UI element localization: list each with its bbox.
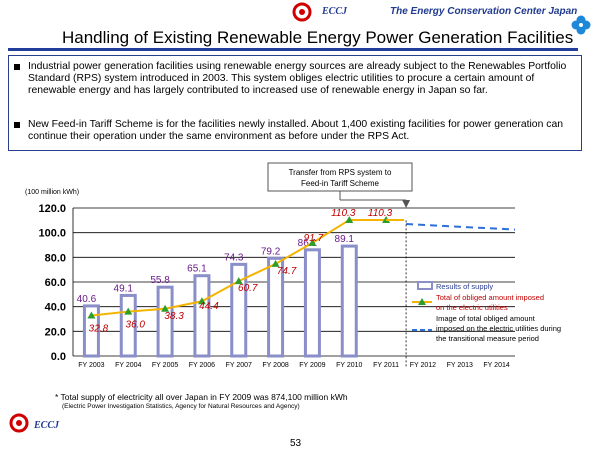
obliged-amount-marker	[308, 238, 317, 246]
y-tick-label: 60.0	[45, 277, 66, 289]
eccj-logo-bottom-icon	[9, 413, 29, 433]
line-value-label: 110.3	[331, 208, 356, 219]
x-tick-label: FY 2011	[373, 362, 399, 369]
obliged-amount-marker	[161, 304, 170, 312]
line-value-label: 74.7	[277, 266, 297, 277]
clover-icon	[571, 15, 591, 35]
annotation-text-line1: Transfer from RPS system to	[289, 168, 392, 177]
line-value-label: 38.3	[164, 311, 184, 322]
x-tick-label: FY 2008	[262, 362, 288, 369]
org-short-name-bottom: ECCJ	[34, 420, 60, 431]
line-value-label: 91.7	[304, 233, 324, 244]
obliged-amount-marker	[87, 311, 96, 319]
annotation-box	[267, 162, 413, 192]
line-value-label: 32.8	[89, 324, 109, 335]
legend-bar-text: Results of supply	[436, 282, 493, 291]
bar-value-label: 89.1	[335, 234, 355, 245]
line-value-label: 44.4	[199, 301, 219, 312]
bar-value-label: 65.1	[187, 264, 207, 275]
legend-line-text-1: Total of obliged amount imposed	[436, 293, 544, 302]
bar-value-label: 74.3	[224, 252, 244, 263]
x-tick-label: FY 2007	[226, 362, 252, 369]
bar-value-label: 79.2	[261, 246, 281, 257]
bar-value-label: 40.6	[77, 294, 97, 305]
legend-bar-swatch	[417, 281, 433, 290]
bullet-text: Industrial power generation facilities u…	[28, 61, 567, 96]
legend-dashed-text-3: the transitional measure period	[436, 334, 539, 343]
x-tick-label: FY 2009	[299, 362, 325, 369]
obliged-amount-marker	[124, 307, 133, 315]
y-tick-label: 120.0	[38, 203, 66, 215]
y-tick-label: 20.0	[45, 326, 66, 338]
bullet-square-icon	[14, 64, 20, 70]
y-axis-label: (100 million kWh)	[25, 189, 79, 196]
y-tick-label: 40.0	[45, 302, 66, 314]
bar-value-label: 55.8	[150, 275, 170, 286]
y-tick-label: 100.0	[38, 228, 66, 240]
bar-value-label: 49.1	[114, 283, 134, 294]
legend-line-text-2: on the electric utilities	[436, 303, 508, 312]
obliged-amount-marker	[345, 215, 354, 223]
annotation-arrow-icon	[402, 200, 411, 208]
obliged-amount-marker	[234, 277, 243, 285]
legend-line-marker-icon	[418, 298, 426, 305]
bar	[267, 256, 285, 358]
x-tick-label: FY 2012	[410, 362, 436, 369]
x-tick-label: FY 2013	[447, 362, 473, 369]
footnote-source: (Electric Power Investigation Statistics…	[62, 403, 300, 410]
obliged-amount-marker	[271, 259, 280, 267]
line-value-label: 110.3	[368, 208, 393, 219]
annotation-text-line2: Feed-in Tariff Scheme	[301, 179, 380, 188]
bar-value-label: 86.1	[298, 238, 318, 249]
footnote-total-supply: * Total supply of electricity all over J…	[55, 392, 348, 402]
bar	[340, 244, 358, 358]
summary-box	[8, 55, 582, 151]
line-value-label: 60.7	[238, 283, 258, 294]
org-short-name: ECCJ	[322, 6, 348, 17]
org-full-name: The Energy Conservation Center Japan	[390, 6, 578, 17]
line-value-label: 36.0	[126, 320, 146, 331]
obliged-amount-marker	[197, 297, 206, 305]
bullet-square-icon	[14, 122, 20, 128]
bullet-text: New Feed-in Tariff Scheme is for the fac…	[28, 119, 564, 142]
x-tick-label: FY 2005	[152, 362, 178, 369]
bar	[303, 248, 321, 358]
x-tick-label: FY 2004	[115, 362, 141, 369]
legend-dashed-text-1: Image of total obliged amount	[436, 314, 536, 323]
y-tick-label: 0.0	[51, 351, 66, 363]
legend-dashed-text-2: imposed on the electric utilities during	[436, 324, 561, 333]
title-underline	[8, 48, 578, 51]
bar	[230, 262, 248, 358]
renewable-supply-chart: (100 million kWh) 0.0 20.0 40.0 60.0 80.0 100.…	[25, 162, 561, 369]
page-number: 53	[290, 438, 302, 449]
bar	[156, 285, 174, 358]
x-tick-label: FY 2014	[483, 362, 509, 369]
projection-dashed-line	[406, 223, 516, 231]
x-tick-label: FY 2003	[78, 362, 104, 369]
x-tick-label: FY 2010	[336, 362, 362, 369]
x-tick-label: FY 2006	[189, 362, 215, 369]
y-tick-label: 80.0	[45, 252, 66, 264]
page-title: Handling of Existing Renewable Energy Po…	[62, 28, 574, 47]
eccj-logo-icon	[292, 2, 312, 22]
bar	[193, 274, 211, 358]
